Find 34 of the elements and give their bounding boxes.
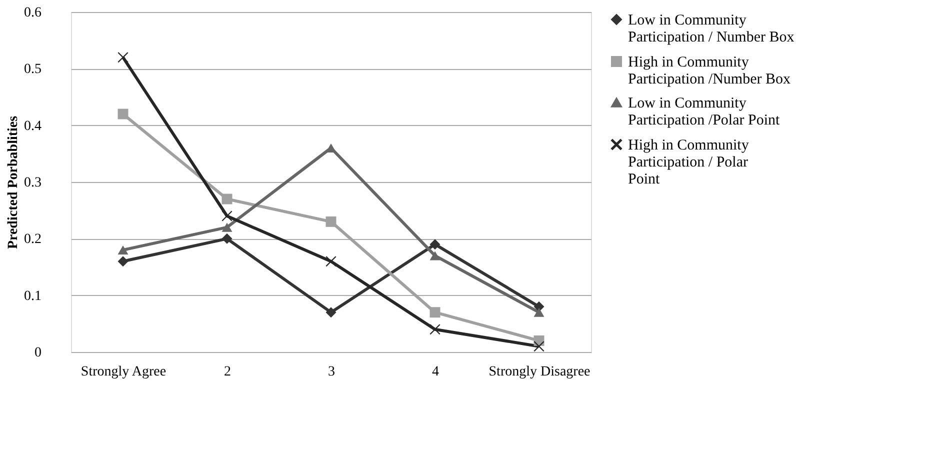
x-tick-label: 4 — [432, 364, 439, 380]
y-tick-label: 0.6 — [24, 6, 42, 20]
point — [222, 233, 232, 244]
y-tick-label: 0.3 — [24, 176, 42, 190]
point — [326, 256, 336, 267]
point — [430, 307, 440, 318]
y-axis-title: Predicted Porbablities — [6, 115, 21, 250]
y-tick-label: 0.5 — [24, 62, 42, 78]
point — [118, 256, 128, 267]
y-tick-label: 0 — [34, 346, 42, 360]
point — [222, 210, 232, 222]
point — [430, 239, 440, 250]
point — [326, 216, 336, 227]
point — [534, 308, 544, 317]
point — [222, 222, 232, 232]
x-tick-label: Strongly Disagree — [488, 364, 590, 380]
legend-label: Low in Community Participation /Polar Point — [628, 96, 780, 128]
point — [118, 245, 128, 255]
point — [326, 307, 336, 318]
point — [222, 194, 232, 204]
point — [118, 52, 128, 63]
legend-label: High in Community Participation /Number Box — [628, 54, 791, 88]
x-tick-label: 2 — [224, 364, 231, 380]
point — [118, 108, 128, 120]
point — [534, 341, 544, 352]
legend-label: High in Community Participation / Polar Point — [628, 138, 750, 188]
point — [430, 251, 440, 260]
y-tick-label: 0.2 — [24, 232, 42, 248]
x-tick-label: 3 — [328, 364, 335, 380]
y-tick-label: 0.4 — [24, 118, 42, 134]
legend-label: Low in Community Participation / Number Box — [628, 12, 795, 46]
x-tick-label: Strongly Agree — [80, 364, 166, 380]
y-tick-label: 0.1 — [24, 288, 42, 304]
point — [430, 324, 440, 335]
